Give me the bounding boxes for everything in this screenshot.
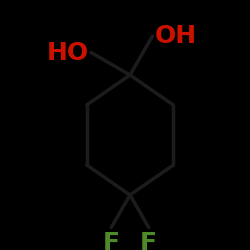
- Text: F: F: [103, 231, 120, 250]
- Text: F: F: [140, 231, 157, 250]
- Text: OH: OH: [155, 24, 197, 48]
- Text: HO: HO: [46, 40, 88, 64]
